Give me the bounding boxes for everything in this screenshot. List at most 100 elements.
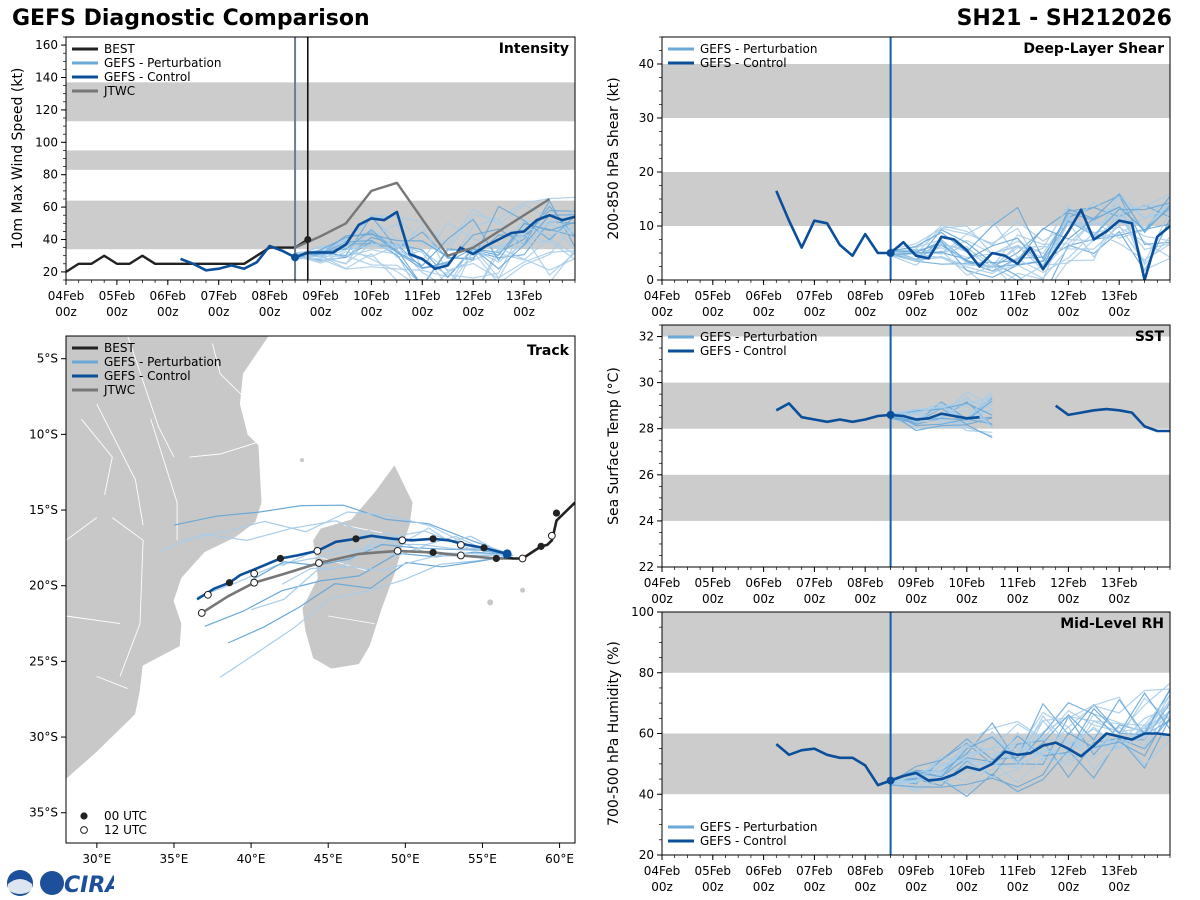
panel-track: 30°E 35°E 40°E 45°E 50°E 55°E 60°E 5°S 10°S 15°S 2…: [29, 335, 576, 866]
jtwc-00utc-dot: [429, 548, 437, 557]
perturbation-member-shear: [890, 217, 1170, 280]
lat-tick-label: 30°S: [29, 730, 58, 744]
y-tick-label: 80: [43, 168, 58, 182]
x-tick-label-hour: 00z: [1058, 880, 1080, 894]
x-tick-label-hour: 00z: [462, 305, 484, 319]
x-tick-label-hour: 00z: [1108, 592, 1130, 606]
country-border: [150, 419, 178, 541]
x-tick-label-date: 09Feb: [898, 864, 935, 878]
legend-label: 12 UTC: [104, 823, 147, 837]
x-tick-label-date: 13Feb: [1101, 576, 1138, 590]
y-tick-label: 0: [646, 273, 654, 287]
y-tick-label: 30: [639, 111, 654, 125]
x-tick-label-date: 11Feb: [999, 864, 1036, 878]
perturbation-track: [250, 543, 514, 581]
perturbation-member-sst: [890, 400, 993, 421]
axes-frame-track: [65, 335, 576, 844]
lon-tick-label: 30°E: [82, 852, 111, 866]
legend-label: GEFS - Perturbation: [700, 42, 817, 56]
figure-title: GEFS Diagnostic Comparison: [12, 6, 370, 31]
x-tick-label-hour: 00z: [412, 305, 434, 319]
reunion-island: [487, 599, 494, 606]
panel-title: Deep-Layer Shear: [1023, 41, 1164, 57]
control-analysis-dot: [886, 410, 895, 419]
perturbation-member-sst: [890, 398, 993, 417]
x-tick-label-date: 04Feb: [48, 289, 85, 303]
country-border: [96, 403, 144, 526]
y-tick-label: 140: [35, 71, 58, 85]
logo-text: CIRA: [64, 873, 114, 898]
x-tick-label-date: 08Feb: [847, 576, 884, 590]
legend-label: BEST: [104, 341, 135, 355]
x-tick-label-date: 06Feb: [150, 289, 187, 303]
x-tick-label-date: 09Feb: [898, 576, 935, 590]
x-tick-label-hour: 00z: [651, 305, 673, 319]
jtwc-00utc-dot: [492, 554, 500, 563]
y-tick-label: 26: [639, 468, 654, 482]
y-tick-label: 20: [639, 848, 654, 862]
jtwc-track-line: [201, 549, 514, 615]
control-12utc-dot: [456, 540, 465, 549]
x-tick-label-date: 10Feb: [353, 289, 390, 303]
x-tick-label-hour: 00z: [259, 305, 281, 319]
jtwc-12utc-dot: [315, 559, 323, 567]
lon-tick-label: 55°E: [468, 852, 497, 866]
x-tick-label-hour: 00z: [55, 305, 77, 319]
perturbation-member-rh: [890, 710, 1170, 788]
best-track-line: [503, 501, 575, 560]
x-tick-label-date: 12Feb: [1050, 576, 1087, 590]
x-tick-label-date: 07Feb: [796, 576, 833, 590]
perturbation-member-sst: [890, 390, 993, 421]
panel-title: Intensity: [499, 41, 569, 57]
lon-tick-label: 50°E: [391, 852, 420, 866]
x-tick-label-date: 13Feb: [1101, 289, 1138, 303]
control-analysis-dot: [886, 249, 895, 257]
legend-00utc-marker: [80, 812, 88, 820]
x-tick-label-hour: 00z: [804, 305, 826, 319]
x-tick-label-hour: 00z: [905, 305, 927, 319]
x-tick-label-hour: 00z: [702, 880, 724, 894]
control-00utc-dot: [276, 554, 284, 563]
perturbation-track: [250, 552, 514, 611]
legend-label: GEFS - Control: [700, 56, 787, 70]
control-12utc-dot: [398, 536, 407, 545]
x-tick-label-date: 08Feb: [251, 289, 288, 303]
lon-tick-label: 35°E: [160, 852, 189, 866]
y-axis-label: Sea Surface Temp (°C): [606, 367, 622, 525]
x-tick-label-date: 04Feb: [644, 289, 681, 303]
x-tick-label-hour: 00z: [854, 592, 876, 606]
y-axis-label: 10m Max Wind Speed (kt): [10, 68, 26, 250]
perturbation-member-sst: [890, 412, 993, 439]
perturbation-track: [227, 554, 514, 644]
y-tick-label: 60: [639, 727, 654, 741]
panel-title: Mid-Level RH: [1060, 616, 1164, 632]
country-border: [81, 418, 113, 495]
perturbation-member-shear: [890, 202, 1170, 279]
band-sst-0: [662, 474, 1170, 521]
x-tick-label-hour: 00z: [157, 305, 179, 319]
lon-tick-label: 45°E: [314, 852, 343, 866]
x-tick-label-date: 05Feb: [695, 289, 732, 303]
y-tick-label: 40: [43, 233, 58, 247]
best-00utc-dot: [552, 509, 561, 517]
legend-label: GEFS - Control: [104, 369, 191, 383]
y-tick-label: 100: [35, 135, 58, 149]
lat-tick-label: 20°S: [29, 579, 58, 593]
perturbation-member-shear: [890, 192, 1170, 270]
jtwc-12utc-dot: [250, 578, 259, 587]
legend-label: GEFS - Control: [700, 344, 787, 358]
perturbation-member-rh: [890, 717, 1170, 787]
perturbation-member-shear: [890, 204, 1170, 280]
jtwc-12utc-dot: [456, 551, 465, 560]
y-tick-label: 30: [639, 376, 654, 390]
perturbation-member-intensity: [294, 223, 575, 280]
x-tick-label-hour: 00z: [702, 592, 724, 606]
x-tick-label-hour: 00z: [804, 880, 826, 894]
y-axis-label: 700-500 hPa Humidity (%): [606, 641, 622, 826]
control-12utc-dot: [204, 590, 212, 599]
legend-label: 00 UTC: [104, 809, 147, 823]
x-tick-label-hour: 00z: [854, 880, 876, 894]
region-border: [312, 555, 367, 571]
legend-label: BEST: [104, 42, 135, 56]
axes-frame-sst: [661, 324, 1171, 568]
